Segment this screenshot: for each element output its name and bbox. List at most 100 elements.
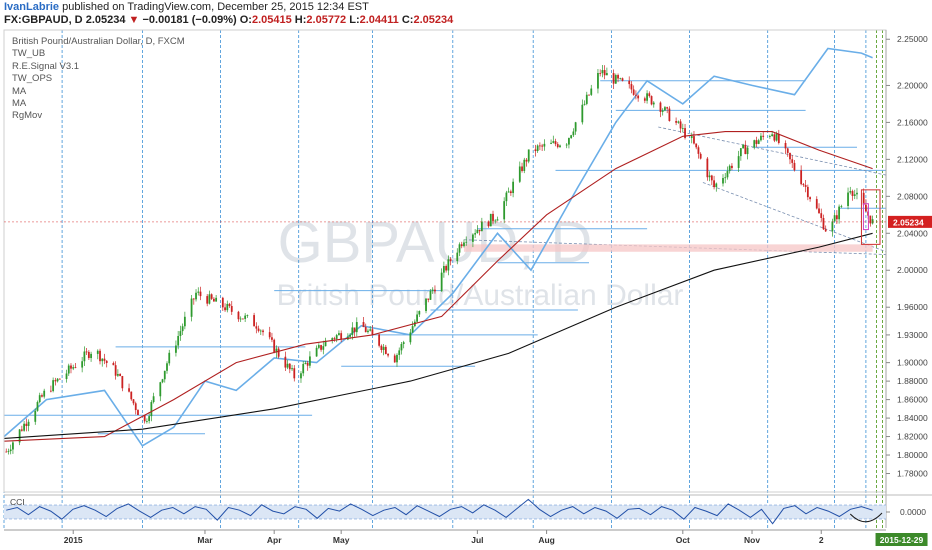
candle-body: [822, 217, 825, 230]
candle-body: [463, 242, 465, 247]
candle-body: [505, 192, 508, 202]
candle-body: [65, 373, 68, 380]
candle-body: [847, 192, 849, 207]
legend-item-ma-1[interactable]: MA: [12, 85, 27, 97]
candle-body: [244, 315, 247, 319]
candle-body: [713, 180, 715, 188]
candle-body: [650, 96, 653, 105]
candle-body: [146, 421, 148, 422]
candle-body: [460, 244, 463, 247]
candle-body: [183, 316, 186, 327]
trend-line: [702, 182, 887, 253]
candle-body: [862, 192, 865, 205]
candle-body: [534, 149, 537, 152]
candle-body: [364, 327, 367, 333]
candle-body: [605, 73, 608, 76]
candle-body: [9, 449, 12, 452]
candle-body: [273, 339, 276, 353]
candle-body: [83, 351, 86, 362]
candle-body: [335, 335, 338, 339]
price-tick-label: 1.93000: [897, 330, 928, 340]
candle-body: [773, 134, 776, 141]
candle-body: [630, 84, 633, 90]
candle-body: [742, 144, 744, 149]
candle-body: [565, 144, 568, 146]
candle-body: [195, 292, 197, 300]
candle-body: [351, 327, 354, 335]
candle-body: [617, 75, 619, 79]
candle-body: [5, 451, 8, 453]
candle-body: [177, 335, 180, 346]
candle-body: [355, 322, 358, 333]
time-tick-label: Jul: [471, 535, 483, 545]
candle-body: [679, 121, 682, 129]
price-axis[interactable]: 2.25000 2.20000 2.16000 2.12000 2.08000 2.040…: [3, 29, 932, 528]
candle-body: [331, 338, 334, 341]
legend-item-tw-ops[interactable]: TW_OPS: [12, 73, 53, 85]
watermark-name: British Pound/Australian Dollar: [277, 279, 684, 312]
candle-body: [628, 80, 631, 85]
candle-body: [541, 145, 544, 147]
candle-body: [512, 181, 515, 194]
candle-body: [458, 244, 461, 253]
candle-body: [434, 289, 436, 292]
legend-item-rgmov[interactable]: RgMov: [12, 110, 43, 122]
candle-body: [411, 326, 414, 333]
quote-line: FX:GBPAUD, D 2.05234 ▼ −0.00181 (−0.09%)…: [4, 14, 453, 26]
candle-body: [253, 315, 255, 327]
candle-body: [637, 95, 640, 99]
author-link[interactable]: IvanLabrie: [4, 1, 60, 13]
legend-item-ma-2[interactable]: MA: [12, 98, 27, 110]
candle-body: [277, 348, 280, 357]
candle-body: [96, 350, 99, 354]
candle-body: [320, 345, 322, 350]
cci-band: [4, 505, 886, 519]
candle-body: [536, 145, 539, 152]
time-axis[interactable]: 2015 Mar Apr May Jul Aug Oct Nov 2 2015-12-29: [4, 529, 928, 546]
candle-body: [728, 165, 731, 172]
candle-body: [38, 395, 41, 403]
candle-body: [103, 358, 106, 361]
candle-body: [380, 345, 383, 350]
candle-body: [664, 107, 666, 111]
candle-body: [192, 298, 195, 300]
signal-box: [862, 203, 869, 231]
candle-body: [25, 423, 28, 426]
cci-pane[interactable]: CCI 0.0000: [4, 494, 932, 525]
candle-body: [416, 314, 418, 322]
candle-body: [697, 147, 700, 154]
overlay-line: [3, 47, 873, 447]
candle-body: [161, 379, 164, 383]
candle-body: [786, 148, 789, 153]
cci-line: [6, 498, 873, 525]
candle-body: [693, 136, 695, 144]
candle-body: [527, 149, 530, 162]
candle-body: [286, 363, 289, 368]
candle-body: [449, 259, 452, 262]
current-price-tag: [888, 215, 932, 228]
candle-body: [262, 330, 264, 333]
candle-body: [474, 233, 477, 235]
candle-body: [58, 378, 61, 380]
candle-body: [81, 361, 84, 368]
candle-body: [507, 191, 510, 193]
legend-item-re-signal[interactable]: R.E.Signal V3.1: [12, 60, 80, 72]
candle-body: [568, 138, 570, 145]
candle-body: [431, 289, 434, 291]
publish-text: published on TradingView.com, December 2…: [62, 1, 369, 13]
candle-body: [661, 110, 664, 112]
candle-body: [302, 363, 305, 374]
candle-body: [132, 399, 135, 404]
candle-body: [818, 208, 820, 214]
close-value: 2.05234: [413, 14, 454, 26]
candle-body: [101, 358, 104, 362]
candle-body: [809, 197, 811, 200]
symbol-label[interactable]: FX:GBPAUD, D: [4, 14, 83, 26]
overlay-series: [3, 47, 873, 447]
candle-body: [525, 159, 528, 162]
candle-body: [619, 78, 622, 80]
candle-body: [489, 213, 492, 227]
open-value: 2.05415: [251, 14, 292, 26]
legend-item-tw-ub[interactable]: TW_UB: [12, 48, 46, 60]
